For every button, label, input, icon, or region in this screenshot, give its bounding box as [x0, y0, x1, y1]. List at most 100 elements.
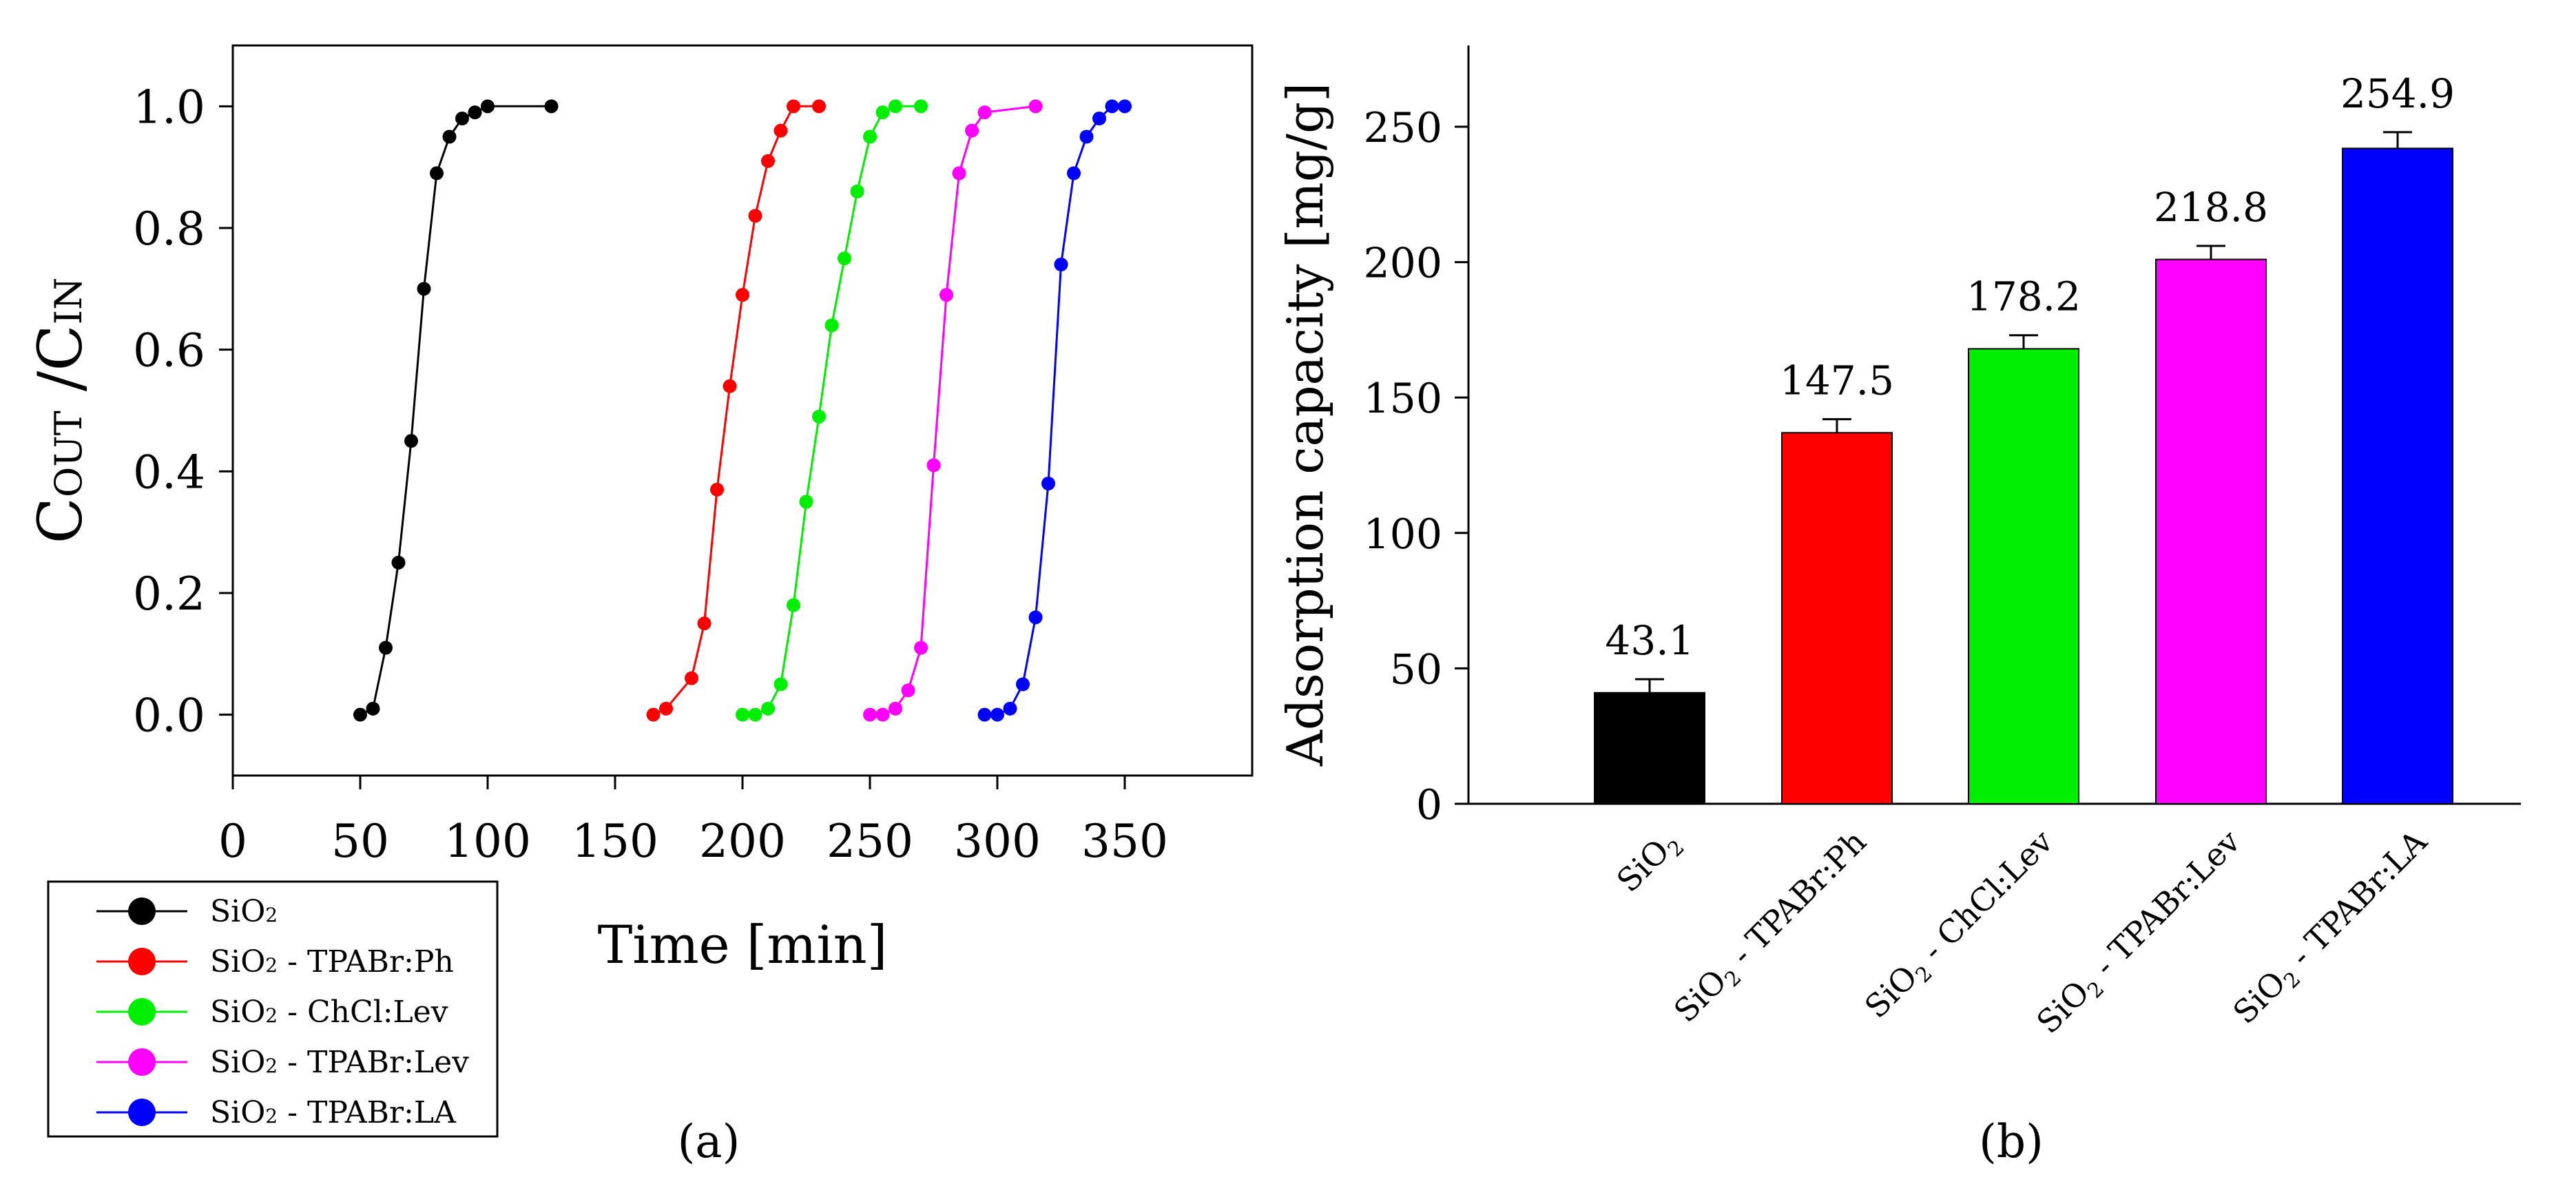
x-tick-label: 150 [572, 815, 658, 868]
data-point [455, 112, 469, 125]
panel-a-plot-frame [231, 44, 1254, 777]
data-point [659, 701, 673, 716]
series-sio2-tpabr-lev [863, 99, 1043, 722]
data-point [442, 129, 457, 144]
legend-box [47, 880, 499, 1138]
data-point [430, 166, 444, 180]
data-point [723, 379, 737, 393]
category-label: SiO2 [1610, 823, 1690, 903]
x-tick-label: 350 [1081, 815, 1168, 868]
data-point [799, 495, 813, 509]
y-tick-label: 150 [1363, 375, 1442, 423]
data-point [736, 707, 749, 722]
data-point [939, 288, 953, 302]
category-label: SiO2 - TPABr:Lev [2029, 823, 2250, 1044]
series-line [652, 105, 819, 716]
legend-item: SiO2 - ChCl:Lev [96, 995, 448, 1030]
x-tick-label: 100 [444, 815, 531, 868]
data-point [646, 707, 661, 722]
panel-b-label: (b) [1979, 1115, 2044, 1168]
data-point [1041, 477, 1055, 490]
legend-label: SiO2 - TPABr:Ph [210, 944, 454, 979]
data-point [1016, 677, 1030, 692]
legend-item: SiO2 [96, 894, 278, 929]
data-point [850, 185, 864, 198]
series-line [742, 105, 921, 716]
panel-a-line-chart: 0.0 0.2 0.4 0.6 0.8 1.0 0 50 100 150 200 250 300 350… [25, 44, 1254, 1168]
data-point [977, 105, 992, 120]
data-label: 254.9 [2340, 70, 2455, 117]
data-point [379, 641, 393, 655]
data-point [875, 707, 890, 722]
data-point [1118, 99, 1132, 114]
data-point [773, 123, 788, 138]
data-point [863, 129, 877, 144]
panel-b-bar-chart: 0 50 100 150 200 250 43.1 SiO2 147.5 SiO2 - TPAB… [1276, 45, 2521, 1168]
y-tick-label: 0 [1416, 781, 1442, 829]
data-point [685, 671, 698, 685]
x-tick-label: 50 [331, 815, 389, 868]
series-sio2-tpabr-la [977, 99, 1132, 722]
legend-marker [128, 1099, 156, 1126]
data-point [824, 318, 839, 333]
data-point [787, 99, 800, 114]
bar [2155, 258, 2267, 804]
series-sio2 [353, 99, 559, 722]
legend-label: SiO2 - TPABr:LA [210, 1095, 457, 1130]
data-point [391, 555, 406, 570]
data-label: 178.2 [1966, 273, 2081, 320]
data-point [812, 409, 826, 424]
data-point [914, 641, 928, 655]
data-point [1079, 129, 1094, 144]
panel-a-legend: SiO2 SiO2 - TPABr:Ph SiO2 - ChCl:Lev SiO2 -… [47, 880, 499, 1138]
data-point [1003, 701, 1017, 716]
data-point [1092, 112, 1106, 125]
data-point [481, 99, 495, 114]
category-label: SiO2 - ChCl:Lev [1858, 823, 2064, 1029]
data-point [901, 683, 915, 698]
legend-label: SiO2 [210, 894, 278, 929]
data-point [366, 701, 380, 716]
series-sio2-chcl-lev [736, 99, 928, 722]
data-label: 43.1 [1605, 617, 1694, 664]
data-label: 218.8 [2154, 184, 2268, 231]
bar [2342, 147, 2453, 804]
y-tick-label: 0.8 [133, 202, 205, 256]
data-point [838, 251, 851, 266]
data-point [468, 105, 482, 120]
category-label: SiO2 - TPABr:Ph [1667, 823, 1877, 1033]
x-tick-label: 0 [218, 815, 247, 868]
data-point [544, 99, 559, 114]
panel-a-y-axis-label: COUT /CIN [25, 278, 96, 544]
bar [1968, 348, 2079, 804]
series-sio2-tpabr-ph [646, 99, 826, 722]
data-point [889, 701, 902, 716]
data-point [914, 99, 928, 114]
category-label: SiO2 - TPABr:LA [2225, 822, 2438, 1035]
data-point [748, 209, 762, 223]
data-point [404, 434, 418, 448]
data-point [926, 458, 941, 472]
bar-group-1: 43.1 SiO2 [1594, 617, 1705, 903]
data-point [863, 707, 877, 722]
data-point [977, 707, 992, 722]
data-point [952, 166, 966, 180]
legend-item: SiO2 - TPABr:Lev [96, 1045, 469, 1080]
legend-marker [128, 998, 156, 1026]
series-line [360, 105, 552, 716]
data-point [1028, 610, 1043, 625]
x-tick-label: 300 [954, 815, 1041, 868]
series-line [870, 105, 1036, 716]
legend-item: SiO2 - TPABr:Ph [96, 944, 454, 979]
data-point [965, 123, 979, 138]
legend-label: SiO2 - TPABr:Lev [210, 1045, 469, 1080]
y-tick-label: 50 [1390, 645, 1442, 694]
y-tick-label: 0.4 [133, 446, 205, 499]
data-point [761, 154, 775, 168]
y-tick-label: 0.0 [133, 689, 205, 742]
data-point [710, 482, 724, 497]
data-point [1105, 99, 1119, 114]
panel-b-y-axis-label: Adsorption capacity [mg/g] [1276, 83, 1334, 767]
data-point [773, 677, 788, 692]
